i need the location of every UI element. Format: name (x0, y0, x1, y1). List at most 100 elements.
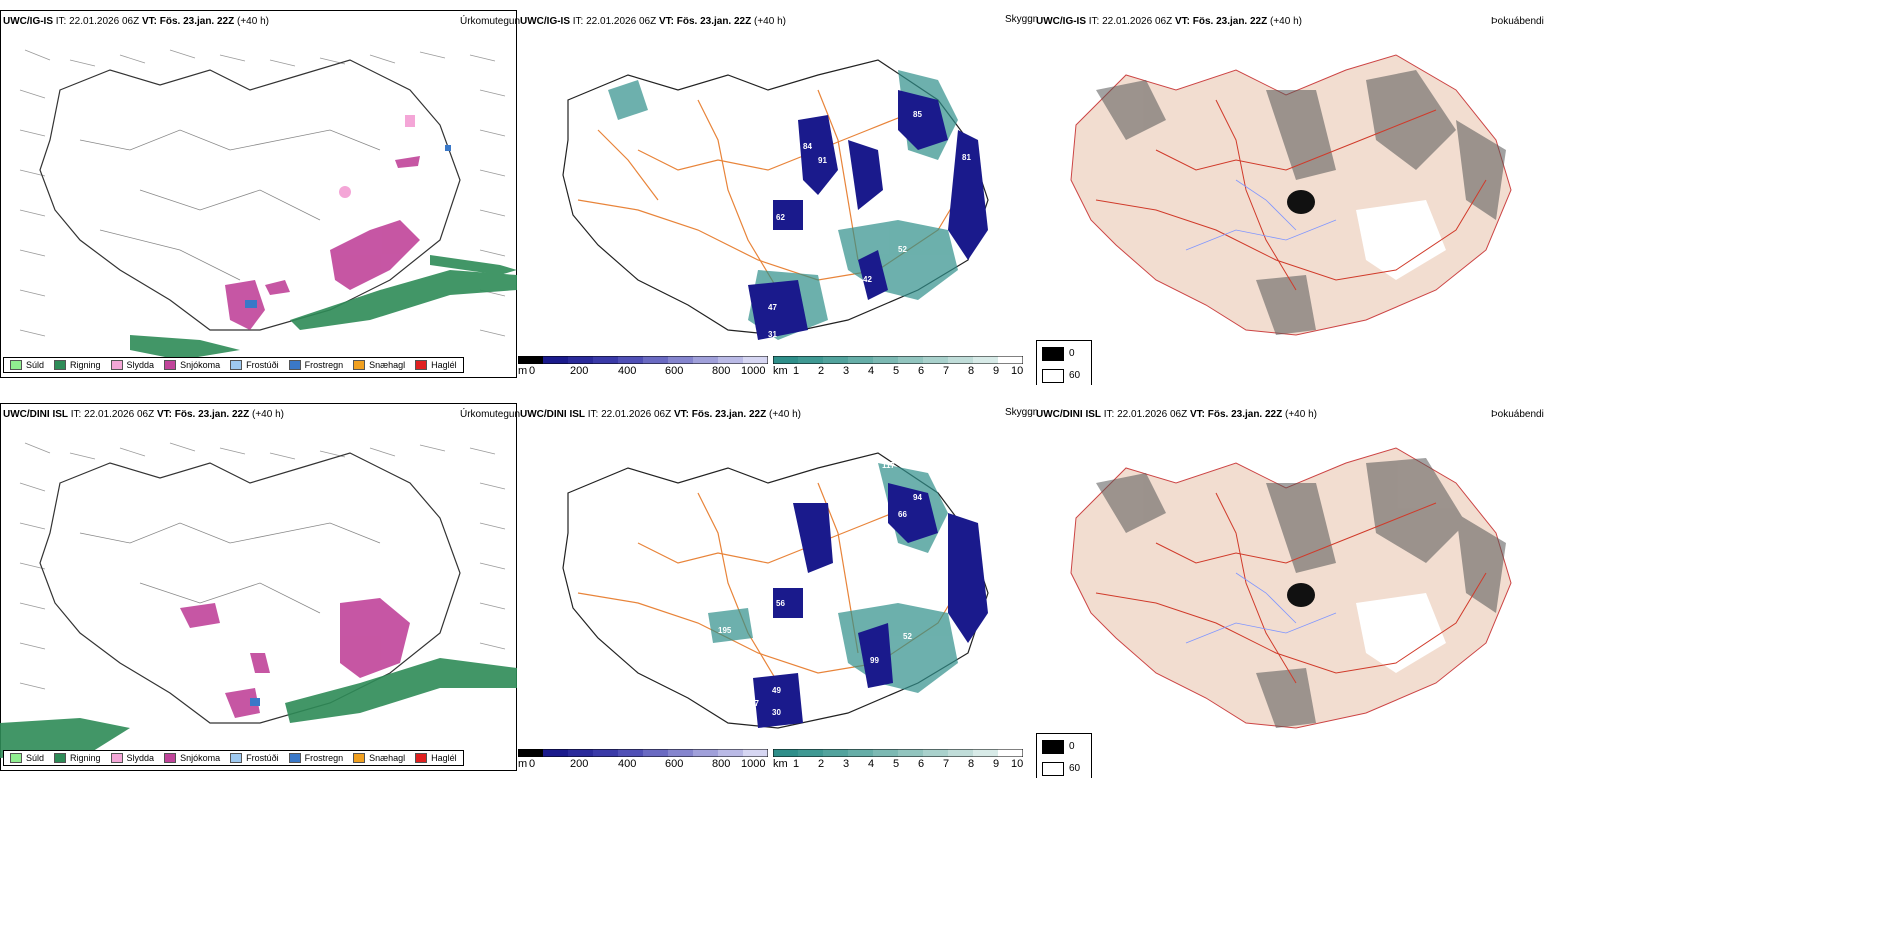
ceiling-label: 42 (863, 275, 872, 284)
legend-item: Haglél (415, 360, 457, 370)
ceiling-label: 85 (913, 110, 922, 119)
colorbar-unit: m (518, 758, 528, 770)
iceland-visibility-map: 66 94 117 56 49 87 30 99 52 195 (562, 452, 989, 729)
product-title: Úrkomutegund (460, 409, 520, 420)
legend-item: Rigning (54, 360, 101, 370)
colorbar-unit: m (518, 365, 528, 377)
tick: 400 (618, 758, 637, 770)
tick: 1 (793, 758, 800, 770)
iceland-visibility-map: 76 84 91 85 62 47 31 42 52 81 (562, 59, 989, 340)
tick: 6 (918, 365, 925, 377)
legend-item: Frostúði (230, 360, 279, 370)
legend-item: Súld (10, 360, 44, 370)
legend-item: Slydda (110, 360, 154, 370)
fog-legend: 0 60 (1036, 733, 1092, 778)
legend-item: Snjókoma (164, 360, 220, 370)
visibility-panel-top: UWC/IG-IS IT: 22.01.2026 06Z VT: Fös. 23… (518, 10, 1038, 385)
legend-item: Snæhagl (353, 753, 405, 763)
ceiling-label: 49 (772, 686, 781, 695)
tick: 0 (529, 758, 536, 770)
precip-type-panel-bottom: UWC/DINI ISL IT: 22.01.2026 06Z VT: Fös.… (0, 403, 520, 778)
product-title: Úrkomutegund (460, 16, 520, 27)
visibility-colorbar: km 1 2 3 4 5 6 7 8 9 10 (773, 749, 1023, 770)
legend-item: Snæhagl (353, 360, 405, 370)
colorbar-unit: km (773, 365, 788, 377)
ceiling-label: 195 (718, 626, 732, 635)
tick: 7 (943, 365, 950, 377)
tick: 5 (893, 758, 900, 770)
panel-header: UWC/IG-IS IT: 22.01.2026 06Z VT: Fös. 23… (520, 16, 786, 27)
tick: 6 (918, 758, 925, 770)
visibility-colorbar: km 1 2 3 4 5 6 7 8 9 10 (773, 356, 1023, 377)
iceland-fog-map (1070, 447, 1512, 729)
legend-item: Frostregn (288, 360, 343, 370)
ceiling-colorbar: m 0 200 400 600 800 1000 (518, 356, 768, 377)
fog-legend-light: 60 (1069, 763, 1081, 774)
tick: 4 (868, 365, 875, 377)
tick: 5 (893, 365, 900, 377)
precip-legend: Súld Rigning Slydda Snjókoma Frostúði Fr… (3, 750, 464, 766)
tick: 2 (818, 758, 825, 770)
tick: 7 (943, 758, 950, 770)
iceland-fog-map (1070, 54, 1512, 336)
product-title: Skyggni (1005, 407, 1038, 418)
iceland-precip-map (19, 49, 517, 360)
ceiling-label: 94 (913, 493, 922, 502)
legend-item: Haglél (415, 753, 457, 763)
tick: 600 (665, 365, 684, 377)
panel-header: UWC/DINI ISL IT: 22.01.2026 06Z VT: Fös.… (1036, 409, 1317, 420)
product-title: Þokuábendi (1491, 409, 1544, 420)
tick: 800 (712, 365, 731, 377)
ceiling-colorbar: m 0 200 400 600 800 1000 (518, 749, 768, 770)
legend-item: Slydda (110, 753, 154, 763)
tick: 9 (993, 758, 1000, 770)
tick: 800 (712, 758, 731, 770)
tick: 200 (570, 758, 589, 770)
ceiling-label: 81 (962, 153, 971, 162)
ceiling-label: 87 (750, 699, 759, 708)
tick: 3 (843, 758, 850, 770)
fog-legend-dark: 0 (1069, 741, 1075, 752)
ceiling-label: 99 (870, 656, 879, 665)
ceiling-label: 47 (768, 303, 777, 312)
panel-header: UWC/IG-IS IT: 22.01.2026 06Z VT: Fös. 23… (3, 16, 269, 27)
ceiling-label: 91 (818, 156, 827, 165)
legend-item: Súld (10, 753, 44, 763)
ceiling-label: 117 (882, 461, 895, 470)
ceiling-label: 66 (898, 510, 907, 519)
colorbar-unit: km (773, 758, 788, 770)
fog-legend: 0 60 (1036, 340, 1092, 385)
fog-panel-bottom: UWC/DINI ISL IT: 22.01.2026 06Z VT: Fös.… (1036, 403, 1556, 778)
tick: 400 (618, 365, 637, 377)
tick: 1 (793, 365, 800, 377)
ceiling-label: 31 (768, 330, 777, 339)
iceland-precip-map (0, 442, 517, 758)
panel-header: UWC/DINI ISL IT: 22.01.2026 06Z VT: Fös.… (3, 409, 284, 420)
product-title: Þokuábendi (1491, 16, 1544, 27)
legend-item: Frostregn (288, 753, 343, 763)
precip-legend: Súld Rigning Slydda Snjókoma Frostúði Fr… (3, 357, 464, 373)
visibility-panel-bottom: UWC/DINI ISL IT: 22.01.2026 06Z VT: Fös.… (518, 403, 1038, 778)
tick: 1000 (741, 365, 766, 377)
ceiling-label: 62 (776, 213, 785, 222)
fog-legend-light: 60 (1069, 370, 1081, 381)
tick: 4 (868, 758, 875, 770)
ceiling-label: 30 (772, 708, 781, 717)
tick: 1000 (741, 758, 766, 770)
ceiling-label: 76 (773, 132, 782, 141)
ceiling-label: 52 (898, 245, 907, 254)
precip-type-panel-top: UWC/IG-IS IT: 22.01.2026 06Z VT: Fös. 23… (0, 10, 520, 385)
legend-item: Frostúði (230, 753, 279, 763)
panel-header: UWC/DINI ISL IT: 22.01.2026 06Z VT: Fös.… (520, 409, 801, 420)
tick: 3 (843, 365, 850, 377)
tick: 200 (570, 365, 589, 377)
ceiling-label: 84 (803, 142, 812, 151)
tick: 8 (968, 365, 975, 377)
tick: 9 (993, 365, 1000, 377)
tick: 10 (1011, 758, 1024, 770)
product-title: Skyggni (1005, 14, 1038, 25)
tick: 8 (968, 758, 975, 770)
legend-item: Snjókoma (164, 753, 220, 763)
legend-item: Rigning (54, 753, 101, 763)
fog-legend-dark: 0 (1069, 348, 1075, 359)
